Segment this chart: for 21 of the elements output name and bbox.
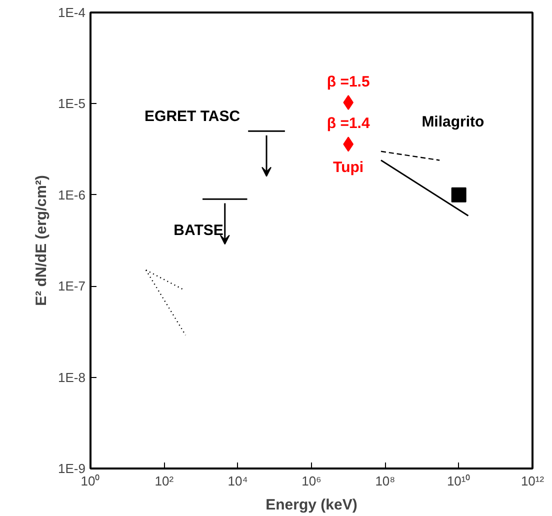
y-tick-label: 1E-4 <box>58 5 86 20</box>
x-tick-label: 10⁸ <box>375 474 396 488</box>
annotation: BATSE <box>174 222 224 240</box>
y-tick-label: 1E-7 <box>58 278 86 294</box>
y-tick-label: 1E-9 <box>58 461 86 476</box>
y-tick-label: 1E-5 <box>58 96 86 112</box>
y-axis-title: E² dN/dE (erg/cm²) <box>33 175 50 306</box>
x-tick-label: 10⁶ <box>302 474 322 488</box>
x-tick-label: 10⁴ <box>228 474 248 488</box>
y-tick-label: 1E-6 <box>58 187 86 202</box>
x-axis-title: Energy (keV) <box>266 496 358 514</box>
annotation: Milagrito <box>422 113 484 130</box>
x-tick-label: 10¹² <box>520 474 545 488</box>
x-tick-label: 10² <box>154 474 174 488</box>
annotation: β =1.5 <box>326 74 370 91</box>
x-tick-label: 10⁰ <box>80 474 100 488</box>
annotation: β =1.4 <box>326 115 370 132</box>
x-tick-label: 10¹⁰ <box>446 474 471 488</box>
annotation: EGRET TASC <box>144 108 240 126</box>
annotation: Tupi <box>333 159 364 176</box>
y-tick-label: 1E-8 <box>58 370 86 385</box>
